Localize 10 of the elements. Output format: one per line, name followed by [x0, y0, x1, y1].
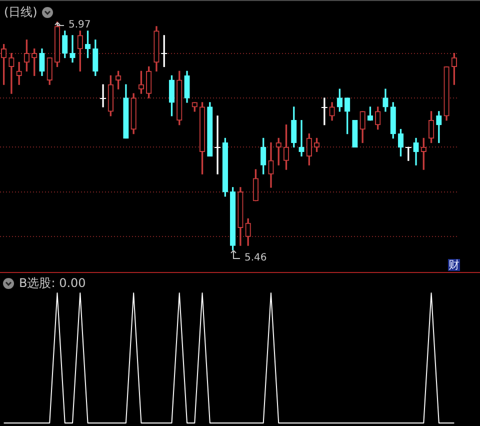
candlestick [214, 116, 222, 174]
annotation: 5.97 [68, 20, 91, 31]
chart-title: B选股: 0.00 [19, 276, 86, 290]
text: 5.46 [244, 252, 267, 264]
chart-title: (日线) [4, 5, 38, 19]
candlestick [8, 52, 14, 94]
candlestick [298, 120, 304, 156]
candlestick [100, 84, 107, 108]
text: 财 [448, 258, 460, 272]
candlestick [70, 35, 76, 63]
